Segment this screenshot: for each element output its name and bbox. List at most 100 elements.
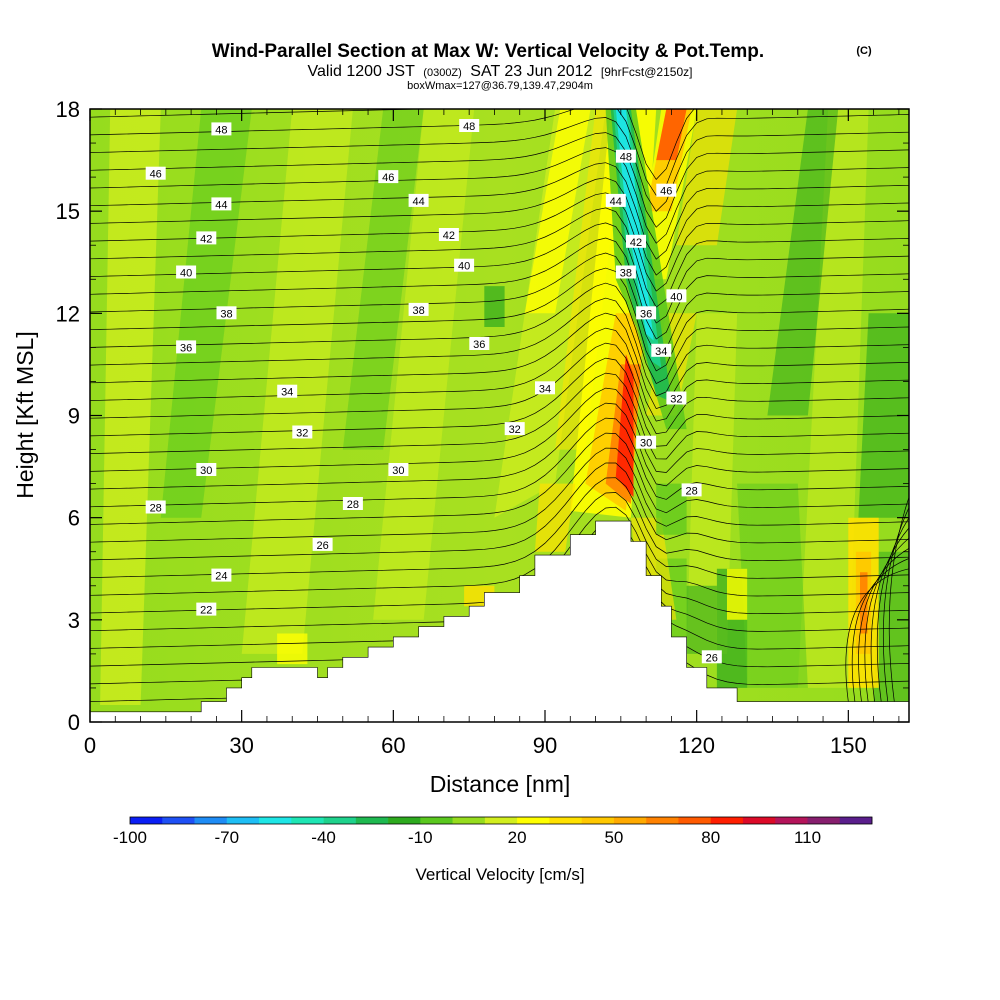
- chart-title: Wind-Parallel Section at Max W: Vertical…: [212, 41, 764, 62]
- isentrope-line: [90, 177, 909, 276]
- contour-label: 26: [701, 650, 722, 664]
- colorbar-swatch: [710, 817, 744, 824]
- velocity-region: [277, 633, 308, 665]
- y-tick-label: 6: [68, 506, 80, 531]
- contour-label-text: 36: [640, 308, 652, 320]
- contour-label: 38: [408, 302, 429, 317]
- y-tick-label: 3: [68, 608, 80, 633]
- contour-label-bg: [454, 258, 475, 272]
- isentrope-line: [864, 537, 909, 702]
- velocity-region: [860, 572, 868, 634]
- contour-label: 28: [681, 483, 702, 497]
- contour-label-bg: [176, 340, 197, 354]
- contour-label-text: 46: [150, 169, 162, 181]
- colorbar-swatch: [646, 817, 679, 824]
- colorbar-swatch: [484, 817, 518, 824]
- contour-label: 46: [378, 170, 399, 184]
- colorbar-swatch: [775, 817, 808, 824]
- colorbar-swatch: [549, 817, 582, 824]
- contour-label: 40: [454, 258, 475, 273]
- isentrope-contours: [90, 109, 909, 702]
- valid-prefix: Valid 1200 JST: [308, 63, 416, 80]
- contour-label: 40: [666, 289, 687, 303]
- contour-label-bg: [176, 265, 197, 279]
- contour-label-text: 32: [509, 424, 521, 436]
- colorbar-label: Vertical Velocity [cm/s]: [415, 865, 584, 884]
- contour-label-bg: [666, 289, 687, 303]
- contour-label-bg: [196, 231, 217, 245]
- isentrope-line: [90, 312, 909, 410]
- colorbar-swatch: [517, 817, 550, 824]
- contour-label-text: 22: [200, 605, 212, 617]
- colorbar-tick-label: -70: [215, 828, 240, 847]
- velocity-region: [686, 585, 717, 654]
- contour-label-bg: [459, 119, 480, 132]
- contour-label: 26: [312, 537, 333, 552]
- contour-label-text: 32: [670, 394, 682, 406]
- contour-label-bg: [277, 384, 298, 398]
- contour-label: 36: [469, 337, 490, 351]
- contour-label: 28: [145, 500, 166, 515]
- colorbar-swatch: [839, 817, 873, 824]
- y-tick-label: 12: [56, 301, 80, 326]
- isentrope-line: [90, 267, 909, 372]
- velocity-region: [656, 109, 687, 161]
- isentrope-line: [90, 357, 909, 447]
- colorbar-swatch: [613, 817, 647, 824]
- contour-label-bg: [196, 463, 217, 476]
- isentrope-line: [90, 447, 909, 543]
- isentrope-line: [90, 387, 909, 473]
- contour-label: 44: [211, 197, 232, 211]
- isentrope-line: [90, 432, 909, 525]
- contour-label: 42: [196, 231, 217, 245]
- contour-label-bg: [388, 463, 409, 476]
- isentrope-line: [90, 132, 909, 228]
- contour-label-bg: [438, 228, 459, 241]
- chart-title-tag: (C): [856, 45, 872, 57]
- colorbar-swatch: [162, 817, 195, 824]
- contour-label-bg: [615, 265, 636, 279]
- colorbar-swatch: [452, 817, 486, 824]
- velocity-region: [160, 109, 252, 518]
- isentrope-line: [90, 109, 695, 180]
- velocity-region: [342, 109, 424, 450]
- contour-label-text: 36: [473, 339, 485, 351]
- colorbar-swatch: [581, 817, 615, 824]
- y-tick-label: 18: [56, 97, 80, 122]
- x-tick-label: 150: [830, 733, 867, 758]
- colorbar-swatch: [323, 817, 357, 824]
- contour-label-text: 46: [660, 186, 672, 198]
- contour-label-text: 38: [220, 308, 232, 320]
- contour-label-bg: [615, 149, 636, 163]
- isentrope-line: [90, 462, 909, 561]
- colorbar-tick-label: -40: [311, 828, 336, 847]
- contour-label: 46: [656, 183, 677, 198]
- contour-label: 32: [666, 391, 687, 406]
- contour-label: 24: [211, 568, 232, 583]
- contour-label-bg: [636, 435, 657, 449]
- contour-label: 30: [388, 463, 409, 477]
- contour-label-text: 48: [215, 124, 227, 136]
- contour-label-text: 46: [382, 172, 394, 184]
- contour-label: 40: [176, 265, 197, 280]
- terrain-mask: [90, 520, 909, 722]
- colorbar-swatch: [807, 817, 841, 824]
- y-tick-label: 15: [56, 199, 80, 224]
- contour-label-bg: [196, 602, 217, 616]
- velocity-region: [737, 483, 808, 688]
- contour-label-bg: [211, 122, 232, 136]
- contour-label: 30: [636, 435, 657, 450]
- colorbar-swatch: [130, 817, 163, 824]
- contour-label: 42: [438, 228, 459, 242]
- isentrope-line: [870, 527, 909, 702]
- contour-label: 44: [408, 193, 429, 208]
- colorbar-swatch: [678, 817, 711, 824]
- contour-label-text: 42: [443, 230, 455, 242]
- colorbar: -100 -70 -40 -10 20 50 80 110: [113, 816, 873, 847]
- contour-label-bg: [636, 306, 657, 320]
- contour-label: 48: [615, 149, 636, 164]
- isentrope-line: [888, 497, 909, 702]
- contour-label-bg: [626, 234, 646, 248]
- x-tick-label: 30: [229, 733, 253, 758]
- contour-label-text: 48: [620, 152, 632, 164]
